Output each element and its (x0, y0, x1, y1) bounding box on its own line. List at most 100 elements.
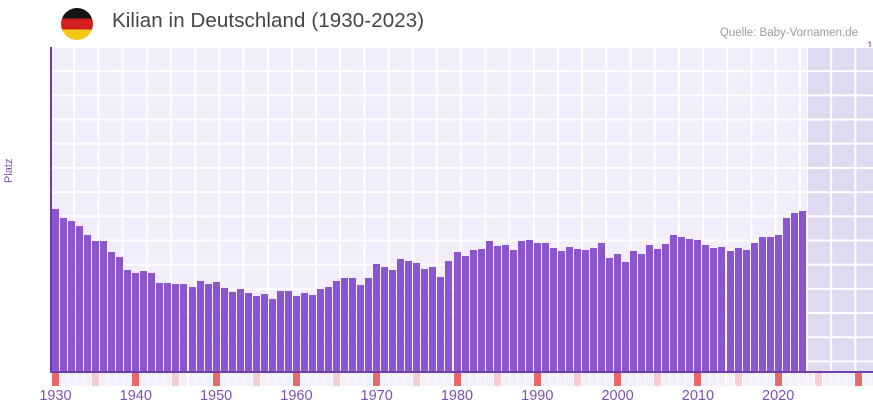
bar-1987[interactable] (509, 250, 517, 371)
bar-2005[interactable] (654, 249, 662, 371)
bar-2021[interactable] (782, 218, 790, 371)
bar-1963[interactable] (316, 289, 324, 371)
bar-1997[interactable] (590, 248, 597, 371)
bar-1944[interactable] (164, 282, 172, 371)
bar-1938[interactable] (116, 257, 124, 371)
bar-1986[interactable] (501, 245, 509, 371)
bar-1978[interactable] (437, 276, 445, 371)
bar-1941[interactable] (140, 270, 148, 371)
bar-1989[interactable] (525, 239, 533, 371)
bar-2019[interactable] (766, 236, 774, 371)
bar-2023[interactable] (798, 210, 806, 371)
bar-1990[interactable] (533, 243, 541, 371)
bar-1992[interactable] (549, 248, 557, 371)
bar-2015[interactable] (734, 248, 742, 371)
bar-1991[interactable] (541, 243, 549, 371)
bar-1956[interactable] (260, 294, 268, 371)
bar-2014[interactable] (726, 250, 734, 371)
bar-1939[interactable] (124, 270, 132, 371)
bar-1993[interactable] (557, 250, 565, 371)
bar-1967[interactable] (349, 278, 357, 371)
x-tick-1964 (325, 373, 333, 386)
bar-1959[interactable] (284, 290, 292, 371)
x-tick-1958 (276, 373, 284, 386)
bar-1972[interactable] (389, 270, 397, 371)
bar-2022[interactable] (790, 213, 798, 371)
bar-1998[interactable] (598, 243, 606, 371)
bar-1983[interactable] (477, 249, 485, 371)
bar-1932[interactable] (68, 221, 76, 371)
bar-1975[interactable] (413, 263, 421, 371)
bar-1988[interactable] (517, 241, 525, 371)
bar-2012[interactable] (710, 248, 718, 371)
bar-2003[interactable] (638, 253, 646, 371)
bar-1952[interactable] (228, 291, 236, 371)
bar-1971[interactable] (381, 266, 389, 371)
bar-2000[interactable] (614, 254, 622, 371)
bar-1962[interactable] (308, 295, 316, 371)
bar-1947[interactable] (188, 287, 196, 371)
x-tick-1984 (485, 373, 493, 386)
bar-1966[interactable] (341, 277, 349, 371)
bar-1994[interactable] (565, 247, 573, 371)
bar-1942[interactable] (148, 273, 156, 371)
bar-1960[interactable] (292, 295, 300, 371)
bar-1948[interactable] (196, 281, 204, 371)
bar-1982[interactable] (469, 249, 477, 371)
bar-2016[interactable] (742, 249, 750, 371)
bar-2004[interactable] (646, 244, 654, 371)
bar-1936[interactable] (100, 241, 108, 371)
bar-1934[interactable] (84, 234, 92, 371)
bar-2020[interactable] (774, 234, 782, 371)
bar-1999[interactable] (606, 257, 614, 371)
bar-1985[interactable] (493, 246, 501, 371)
bar-2008[interactable] (678, 236, 686, 371)
bar-1974[interactable] (405, 260, 413, 371)
bar-1930[interactable] (52, 208, 59, 371)
bar-1935[interactable] (92, 241, 100, 371)
bar-1945[interactable] (172, 284, 180, 371)
bar-2013[interactable] (718, 247, 726, 371)
bar-2009[interactable] (686, 238, 694, 371)
bar-1940[interactable] (132, 273, 140, 371)
bar-2017[interactable] (750, 243, 758, 371)
bar-1937[interactable] (108, 251, 116, 371)
bar-1964[interactable] (325, 287, 333, 371)
bar-1961[interactable] (300, 292, 308, 371)
bar-1976[interactable] (421, 268, 429, 371)
bar-1996[interactable] (581, 250, 589, 371)
bar-1980[interactable] (453, 251, 461, 371)
bar-1933[interactable] (76, 225, 84, 371)
bar-1949[interactable] (204, 284, 212, 371)
bar-1981[interactable] (461, 255, 469, 371)
bar-1965[interactable] (333, 280, 341, 371)
bar-2002[interactable] (630, 251, 638, 371)
bar-2006[interactable] (662, 243, 670, 371)
bar-1979[interactable] (445, 260, 453, 371)
bar-2001[interactable] (622, 262, 630, 371)
bar-1973[interactable] (397, 259, 405, 371)
x-tick-2023 (798, 373, 806, 386)
bar-1953[interactable] (236, 288, 244, 371)
bar-1943[interactable] (156, 283, 164, 371)
bar-1955[interactable] (252, 295, 260, 371)
bar-1951[interactable] (220, 288, 228, 371)
bar-2007[interactable] (670, 235, 678, 371)
bar-1968[interactable] (357, 284, 365, 371)
bar-1995[interactable] (573, 249, 581, 371)
bar-1970[interactable] (373, 263, 381, 371)
bar-1969[interactable] (365, 277, 373, 371)
bar-1958[interactable] (276, 291, 284, 371)
bar-2010[interactable] (694, 240, 702, 371)
bar-1984[interactable] (485, 241, 493, 371)
bar-1946[interactable] (180, 284, 188, 371)
x-tick-1970 (373, 373, 381, 386)
bar-2018[interactable] (758, 237, 766, 371)
bar-1931[interactable] (60, 217, 68, 371)
x-tick-2012 (710, 373, 718, 386)
bar-1977[interactable] (429, 266, 437, 371)
bar-1957[interactable] (268, 298, 276, 371)
bar-2011[interactable] (702, 244, 710, 371)
bar-1954[interactable] (244, 292, 252, 371)
bar-1950[interactable] (212, 282, 220, 371)
